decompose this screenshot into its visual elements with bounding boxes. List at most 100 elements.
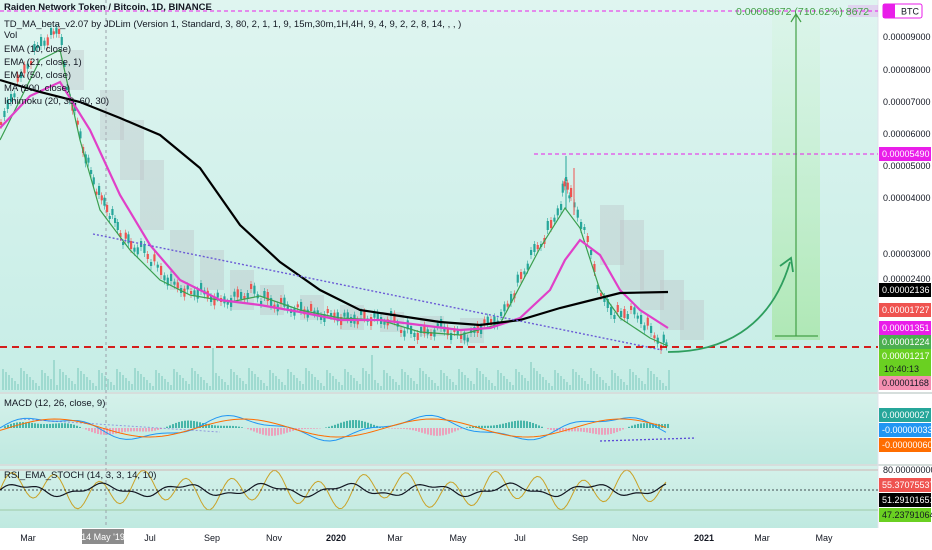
candle-body	[150, 262, 153, 266]
volume-bar	[119, 372, 121, 390]
volume-bar	[476, 368, 478, 390]
macd-histogram-bar	[514, 420, 516, 428]
ema50-line	[0, 80, 669, 332]
legend-indicator-ichimoku[interactable]: Ichimoku (20, 30, 60, 30)	[4, 96, 110, 107]
macd-label[interactable]: MACD (12, 26, close, 9)	[4, 398, 106, 409]
macd-histogram-bar	[583, 428, 585, 432]
volume-bar	[101, 373, 103, 390]
macd-histogram-bar	[430, 428, 432, 436]
candle-body	[343, 312, 346, 317]
rsi-label[interactable]: RSI_EMA_STOCH (14, 3, 3, 14, 10)	[4, 470, 157, 481]
candle-body	[76, 120, 79, 125]
macd-histogram-bar	[331, 425, 333, 428]
volume-bar	[62, 372, 64, 390]
candle-body	[390, 311, 393, 316]
volume-bar	[164, 379, 166, 390]
macd-histogram-bar	[190, 420, 192, 428]
volume-bar	[401, 369, 403, 390]
volume-bar	[281, 382, 283, 390]
volume-bar	[488, 380, 490, 390]
macd-histogram-bar	[559, 428, 561, 432]
legend-indicator-ema10[interactable]: EMA (10, close)	[4, 44, 72, 55]
legend-indicator-ema21[interactable]: EMA (21, close, 1)	[4, 57, 82, 68]
measure-price-highlight	[848, 5, 878, 17]
macd-histogram-bar	[607, 428, 609, 435]
candle-body	[530, 250, 533, 255]
volume-bar	[464, 375, 466, 390]
candle-body	[416, 333, 419, 340]
macd-histogram-bar	[7, 424, 9, 428]
legend-indicator-vol[interactable]: Vol	[4, 30, 18, 41]
macd-histogram-bar	[508, 422, 510, 428]
candle-body	[616, 305, 619, 312]
volume-bar	[593, 371, 595, 390]
candle-body	[253, 285, 256, 294]
price-axis[interactable]: 0.00009000 0.00008000 0.00007000 0.00006000…	[883, 32, 932, 475]
legend-indicator-ema50[interactable]: EMA (50, close)	[4, 70, 72, 81]
candle-body	[553, 217, 556, 222]
legend-indicator-td-ma[interactable]: TD_MA_beta_v2.07 by JDLim (Version 1, St…	[4, 19, 462, 30]
candle-body	[662, 334, 665, 343]
candle-body	[111, 209, 114, 215]
volume-bar	[56, 385, 58, 390]
candle-body	[320, 315, 323, 320]
volume-bar	[455, 385, 457, 390]
macd-histogram-bar	[154, 428, 156, 431]
macd-histogram-bar	[208, 424, 210, 428]
volume-bar	[629, 369, 631, 390]
macd-histogram-bar	[226, 425, 228, 428]
macd-histogram-bar	[97, 428, 99, 434]
macd-histogram-bar	[658, 423, 660, 428]
macd-histogram-bar	[418, 428, 420, 432]
candle-body	[52, 31, 55, 35]
macd-histogram-bar	[373, 424, 375, 428]
macd-histogram-bar	[28, 422, 30, 428]
candle-body	[243, 296, 246, 299]
candle-body	[630, 306, 633, 310]
macd-histogram-bar	[460, 428, 462, 430]
price-tag: 0.00001224	[882, 337, 930, 347]
volume-bar	[161, 376, 163, 390]
macd-histogram-bar	[364, 421, 366, 428]
projection-arrowhead-top	[790, 12, 802, 23]
candle-body	[490, 319, 493, 325]
macd-histogram-bar	[238, 426, 240, 428]
volume-bar	[581, 378, 583, 390]
legend-indicator-ma200[interactable]: MA (200, close)	[4, 83, 70, 94]
candle-body	[163, 275, 166, 281]
volume-bar	[206, 383, 208, 390]
macd-histogram-bar	[70, 423, 72, 428]
price-tag: 0.00005490	[882, 149, 930, 159]
rsi-price-tag-bg	[879, 508, 931, 522]
volume-bar	[284, 385, 286, 390]
volume-bar	[74, 384, 76, 390]
macd-histogram-bar	[229, 425, 231, 428]
volume-bar	[167, 382, 169, 390]
macd-histogram-bar	[262, 428, 264, 435]
volume-bar	[200, 377, 202, 390]
macd-price-tag-bg	[879, 438, 931, 452]
volume-bar	[215, 373, 217, 390]
candle-body	[563, 181, 566, 187]
time-axis-tick: Sep	[572, 533, 588, 543]
candle-body	[406, 320, 409, 330]
candle-body	[536, 245, 539, 249]
candle-body	[310, 304, 313, 311]
volume-bar	[137, 371, 139, 390]
candle-body	[136, 247, 139, 255]
volume-bar	[146, 380, 148, 390]
macd-histogram-bar	[307, 428, 309, 429]
volume-bar	[485, 377, 487, 390]
volume-bar	[314, 377, 316, 390]
candle-body	[260, 301, 263, 304]
volume-bar	[440, 370, 442, 390]
macd-histogram-bar	[175, 422, 177, 428]
macd-histogram-bar	[400, 428, 402, 429]
candle-body	[300, 302, 303, 311]
macd-histogram-bar	[619, 428, 621, 431]
macd-histogram-bar	[631, 425, 633, 428]
macd-histogram-bar	[409, 428, 411, 430]
macd-histogram-bar	[493, 425, 495, 428]
macd-histogram-bar	[337, 423, 339, 428]
macd-histogram-bar	[109, 428, 111, 435]
